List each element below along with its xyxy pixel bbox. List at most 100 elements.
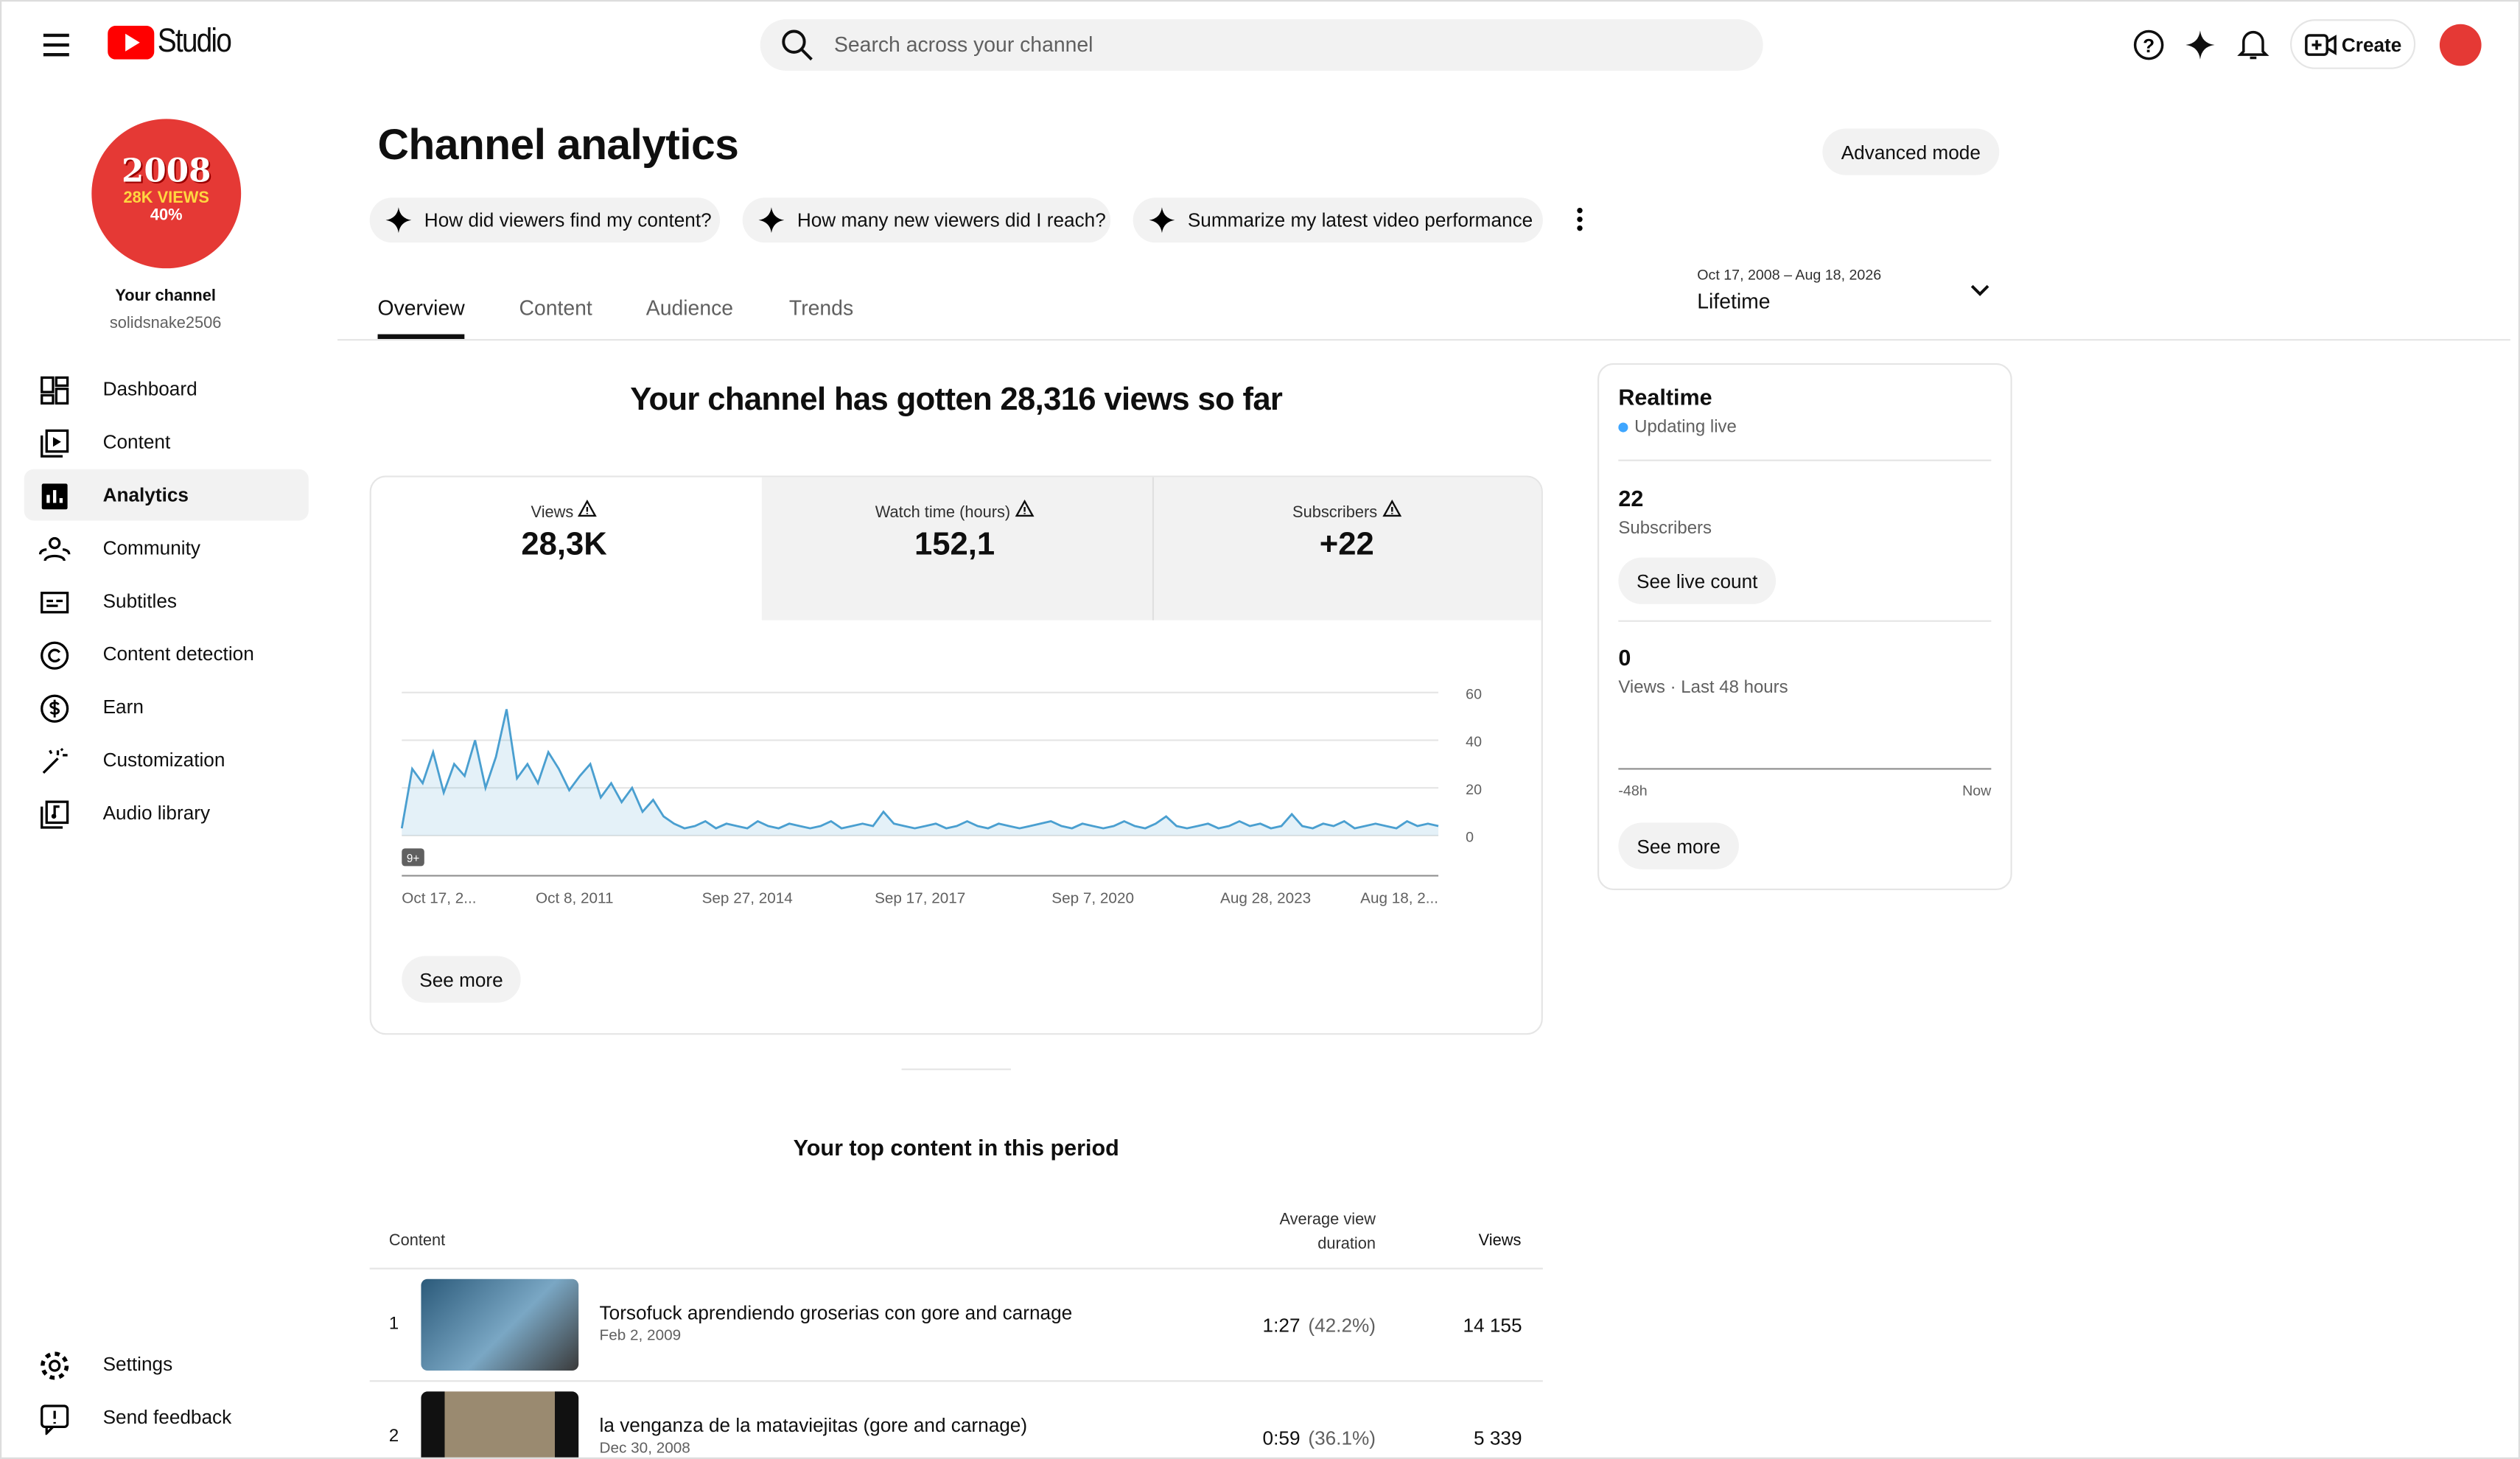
nav-item[interactable]: Settings — [102, 1353, 173, 1376]
badge: 9+ — [407, 853, 419, 865]
more-button[interactable] — [1573, 206, 1586, 233]
help-icon[interactable]: ? — [2132, 29, 2165, 61]
x-tick-label: Aug 28, 2023 — [1220, 889, 1311, 906]
nav-item[interactable]: Analytics — [102, 483, 189, 506]
prompt-text: How many new viewers did I reach? — [797, 209, 1106, 232]
column-header[interactable]: Views — [1478, 1232, 1522, 1250]
thumbnail[interactable] — [421, 1391, 579, 1458]
x-tick-label: Sep 17, 2017 — [875, 889, 965, 906]
nav-icon — [38, 536, 71, 561]
warning-icon — [1015, 499, 1035, 517]
views-line — [400, 709, 1439, 830]
prompt-chip[interactable]: Summarize my latest video performance — [1133, 197, 1543, 243]
divider — [1618, 459, 1992, 461]
divider — [901, 1068, 1011, 1071]
metric-label[interactable]: Views — [531, 499, 598, 522]
menu-button[interactable] — [42, 32, 71, 58]
subscriber-count: 22 — [1618, 485, 1644, 511]
axis-end: Now — [1962, 782, 1992, 799]
nav-icon — [41, 800, 69, 829]
nav-item[interactable]: Subtitles — [102, 589, 177, 612]
tab[interactable]: Audience — [645, 295, 734, 320]
ai-icon — [1149, 207, 1175, 234]
search-placeholder: Search across your channel — [833, 32, 1093, 57]
live-count-button[interactable]: See live count — [1618, 557, 1777, 604]
create-icon — [2305, 34, 2337, 56]
ai-icon[interactable] — [2184, 29, 2216, 61]
video-title[interactable]: la venganza de la mataviejitas (gore and… — [599, 1413, 1028, 1437]
tab[interactable]: Trends — [788, 295, 854, 320]
nav-item[interactable]: Content detection — [102, 643, 254, 665]
view-count: 0 — [1618, 644, 1631, 671]
metric-label[interactable]: Watch time (hours) — [875, 499, 1035, 522]
row-divider — [369, 1267, 1543, 1270]
tab-indicator — [377, 334, 465, 340]
view-percent: (42.2%) — [1308, 1314, 1376, 1337]
avatar-year: 2008 — [122, 150, 211, 190]
realtime-axis — [1618, 768, 1992, 770]
view-duration: 0:59 — [1262, 1427, 1301, 1449]
metric-label[interactable]: Subscribers — [1292, 499, 1401, 522]
prompt-text: How did viewers find my content? — [424, 209, 712, 232]
nav-item[interactable]: Community — [102, 536, 200, 559]
realtime-card — [1597, 363, 2012, 891]
tab[interactable]: Content — [519, 295, 592, 320]
y-tick-label: 60 — [1466, 687, 1482, 703]
avatar-views: 28K VIEWS — [123, 189, 209, 208]
tab[interactable]: Overview — [377, 295, 465, 320]
view-label: Views · Last 48 hours — [1618, 678, 1788, 698]
nav-icon — [41, 694, 69, 723]
overview-card — [369, 475, 1543, 1035]
y-tick-label: 0 — [1466, 830, 1474, 846]
prompt-chip[interactable]: How did viewers find my content? — [369, 197, 721, 243]
nav-icon — [41, 376, 69, 405]
metric-label-text: Subscribers — [1292, 504, 1378, 522]
nav-icon — [41, 641, 69, 670]
chevron-down[interactable] — [1969, 283, 1992, 299]
channel-avatar[interactable]: 2008 28K VIEWS 40% — [91, 119, 242, 269]
see-more-button[interactable]: See more — [402, 956, 521, 1003]
date-range[interactable]: Oct 17, 2008 – Aug 18, 2026 — [1697, 266, 1882, 283]
video-date: Feb 2, 2009 — [599, 1327, 682, 1346]
warning-icon — [1382, 499, 1401, 517]
svg-text:?: ? — [2143, 35, 2155, 57]
rank: 2 — [388, 1427, 399, 1446]
create-button[interactable]: Create — [2290, 19, 2416, 69]
y-tick-label: 20 — [1466, 782, 1482, 798]
nav-icon — [41, 592, 69, 614]
prompt-chip[interactable]: How many new viewers did I reach? — [742, 197, 1111, 243]
logo-icon[interactable] — [108, 25, 155, 60]
nav-item[interactable]: Customization — [102, 749, 225, 772]
period[interactable]: Lifetime — [1697, 289, 1771, 314]
x-tick-label: Sep 27, 2014 — [702, 889, 793, 906]
column-header[interactable]: Average view duration — [1279, 1211, 1376, 1253]
x-tick-label: Sep 7, 2020 — [1051, 889, 1134, 906]
video-title[interactable]: Torsofuck aprendiendo groserias con gore… — [599, 1301, 1073, 1324]
live-dot — [1618, 422, 1628, 433]
advanced-mode-button[interactable]: Advanced mode — [1822, 128, 2000, 175]
avatar-percent: 40% — [150, 207, 183, 225]
x-tick-label: Aug 18, 2... — [1360, 889, 1438, 906]
metric-tabs-bg — [761, 477, 1541, 620]
thumbnail[interactable] — [421, 1278, 579, 1371]
nav-item[interactable]: Audio library — [102, 802, 211, 825]
metric-value: 152,1 — [914, 527, 995, 563]
x-tick-label: Oct 8, 2011 — [536, 889, 614, 906]
nav-item[interactable]: Content — [102, 430, 171, 453]
divider — [337, 339, 2510, 341]
search-bar[interactable]: Search across your channel — [760, 19, 1763, 71]
section-title: Your top content in this period — [793, 1134, 1119, 1161]
nav-item[interactable]: Earn — [102, 696, 144, 718]
channel-handle: solidsnake2506 — [109, 315, 222, 333]
nav-item[interactable]: Send feedback — [102, 1406, 232, 1429]
logo-text[interactable]: Studio — [157, 22, 232, 60]
ai-icon — [385, 207, 412, 234]
nav-item[interactable]: Dashboard — [102, 377, 197, 400]
nav-icon — [41, 429, 69, 458]
views-area — [402, 709, 1439, 836]
account-avatar[interactable] — [2439, 24, 2482, 66]
notifications-icon[interactable] — [2237, 27, 2269, 63]
see-more-button[interactable]: See more — [1618, 822, 1739, 870]
nav-icon — [41, 1351, 69, 1380]
